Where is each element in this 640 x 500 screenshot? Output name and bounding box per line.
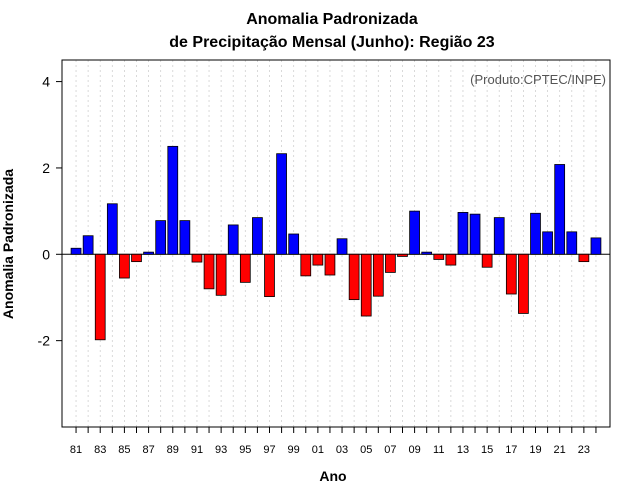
- y-tick-label: 4: [42, 74, 50, 90]
- x-tick-label: 23: [578, 444, 590, 456]
- x-tick-label: 85: [118, 444, 130, 456]
- y-axis: -2 0 2 4: [38, 74, 62, 349]
- bar-19: [530, 212, 541, 255]
- bar-05: [360, 253, 372, 317]
- bar-83: [94, 253, 106, 341]
- bar-81: [70, 247, 82, 255]
- y-tick-label: -2: [38, 333, 51, 349]
- bar-23: [578, 253, 590, 263]
- product-credit: (Produto:CPTEC/INPE): [470, 72, 606, 87]
- bar-91: [191, 253, 203, 263]
- bar-84: [106, 203, 118, 255]
- bar-93: [215, 253, 227, 296]
- bar-02: [324, 253, 336, 276]
- bar-00: [300, 253, 312, 277]
- bar-24: [590, 237, 602, 255]
- x-tick-label: 05: [360, 444, 372, 456]
- bar-01: [312, 253, 324, 266]
- bar-22: [566, 231, 578, 255]
- bar-08: [397, 253, 408, 257]
- bar-99: [288, 233, 300, 255]
- y-tick-label: 0: [42, 246, 50, 262]
- x-tick-label: 97: [263, 444, 275, 456]
- bar-94: [227, 224, 239, 255]
- bar-97: [264, 253, 275, 298]
- bar-98: [276, 153, 287, 255]
- bar-82: [82, 235, 94, 255]
- plot-frame: [61, 59, 611, 428]
- x-tick-label: 07: [384, 444, 396, 456]
- bar-87: [143, 251, 154, 255]
- x-axis-label: Ano: [319, 468, 346, 484]
- y-axis-label: Anomalia Padronizada: [0, 169, 16, 319]
- x-tick-label: 19: [529, 444, 541, 456]
- bar-89: [167, 145, 179, 255]
- x-tick-label: 11: [433, 444, 444, 456]
- x-tick-label: 87: [142, 444, 154, 456]
- bar-12: [445, 253, 457, 266]
- bar-06: [372, 253, 384, 297]
- x-tick-label: 91: [191, 444, 203, 456]
- bar-21: [554, 164, 566, 255]
- bar-13: [457, 212, 469, 255]
- bar-07: [385, 253, 396, 273]
- x-tick-label: 95: [239, 444, 251, 456]
- chart-title-line1: Anomalia Padronizada: [246, 11, 418, 28]
- x-tick-label: 21: [554, 444, 566, 456]
- bar-11: [433, 253, 445, 260]
- bar-17: [505, 253, 517, 295]
- bar-18: [518, 253, 529, 314]
- chart-title-line2: de Precipitação Mensal (Junho): Região 2…: [169, 34, 495, 51]
- x-tick-label: 83: [94, 444, 106, 456]
- x-tick-label: 01: [312, 444, 324, 456]
- bar-14: [469, 213, 481, 255]
- x-tick-label: 99: [288, 444, 300, 456]
- x-axis: 81 83 85 87 89 91 93 95 97 99 01 03 05 07 09 11 13 15 17 19…: [70, 427, 597, 456]
- x-tick-label: 93: [215, 444, 227, 456]
- x-tick-label: 13: [457, 444, 469, 456]
- bar-09: [409, 210, 420, 255]
- bar-03: [336, 238, 348, 255]
- x-tick-label: 81: [70, 444, 82, 456]
- bar-88: [155, 220, 167, 255]
- bar-16: [493, 217, 505, 255]
- x-tick-label: 89: [167, 444, 179, 456]
- bar-86: [131, 253, 142, 263]
- bar-10: [421, 251, 433, 255]
- bar-95: [239, 253, 251, 283]
- x-tick-label: 17: [505, 444, 517, 456]
- y-tick-label: 2: [42, 160, 50, 176]
- x-tick-label: 09: [408, 444, 420, 456]
- x-tick-label: 03: [336, 444, 348, 456]
- bar-04: [348, 253, 360, 301]
- bar-20: [542, 231, 553, 255]
- bar-96: [252, 217, 263, 255]
- bars: [70, 145, 602, 341]
- bar-15: [481, 253, 493, 268]
- x-tick-label: 15: [481, 444, 493, 456]
- bar-90: [179, 220, 191, 255]
- bar-85: [119, 253, 130, 279]
- bar-92: [203, 253, 215, 290]
- grid-lines: [75, 60, 597, 427]
